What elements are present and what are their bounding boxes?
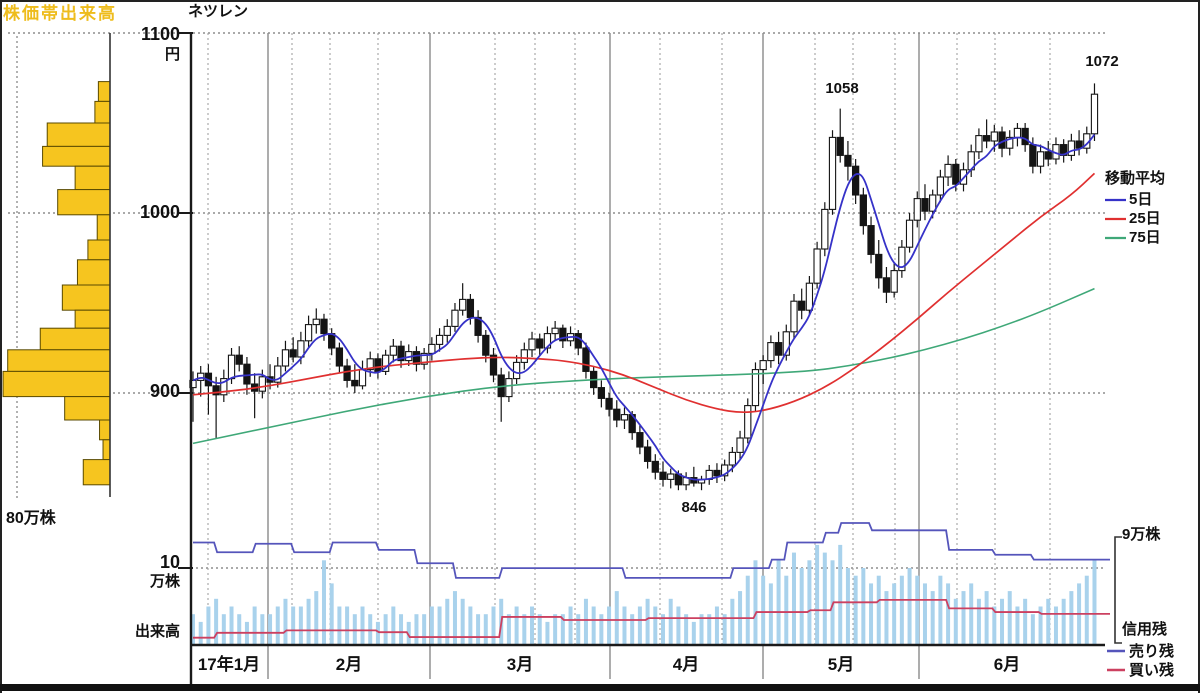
month-label-jan: 17年1月 <box>197 655 261 674</box>
price-tick-1000: 1000 <box>139 202 180 222</box>
volume-unit-label: 万株 <box>149 573 180 590</box>
credit-scale-label: 9万株 <box>1122 526 1161 543</box>
ma-legend-75d: 75日 <box>1129 229 1161 246</box>
ma-legend-25d: 25日 <box>1129 210 1161 227</box>
annotation-last-high: 1072 <box>1085 53 1119 70</box>
price-tick-1100: 1100 <box>140 24 180 44</box>
credit-legend-sell: 売り残 <box>1129 643 1175 660</box>
volume-title: 出来高 <box>134 623 180 640</box>
month-label-feb: 2月 <box>335 655 363 674</box>
month-label-jun: 6月 <box>993 655 1021 674</box>
price-tick-900: 900 <box>149 381 180 401</box>
band-scale-label: 80万株 <box>6 510 56 527</box>
month-label-apr: 4月 <box>672 655 700 674</box>
price-band-volume-title: 株価帯出来高 <box>3 4 117 23</box>
credit-legend-title: 信用残 <box>1122 621 1168 638</box>
month-label-mar: 3月 <box>506 655 534 674</box>
annotation-apr-low: 846 <box>681 499 707 516</box>
price-unit-yen: 円 <box>164 46 180 63</box>
credit-legend-buy: 買い残 <box>1129 662 1175 679</box>
month-label-may: 5月 <box>827 655 855 674</box>
ma-legend-5d: 5日 <box>1129 191 1153 208</box>
ma-legend-title: 移動平均 <box>1105 170 1166 187</box>
annotation-may-high: 1058 <box>825 80 859 97</box>
volume-tick-10: 10 <box>159 552 180 572</box>
stock-name: ネツレン <box>188 3 249 20</box>
